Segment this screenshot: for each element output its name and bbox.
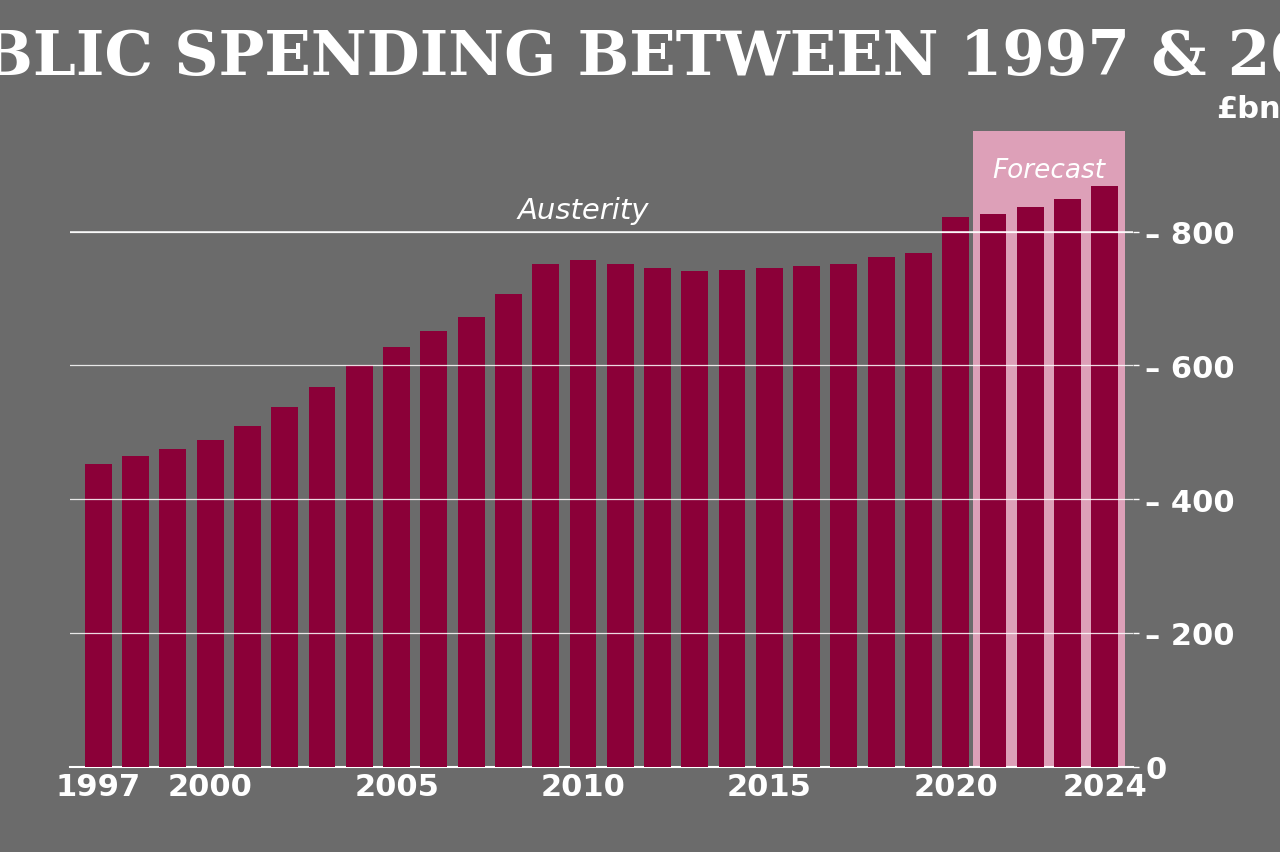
Bar — [570, 261, 596, 767]
Bar — [973, 132, 1125, 767]
Bar — [495, 295, 522, 767]
Bar — [1092, 187, 1119, 767]
Text: £bn: £bn — [1216, 95, 1280, 124]
Bar — [607, 264, 634, 767]
Bar — [383, 348, 410, 767]
Bar — [420, 331, 447, 767]
Bar — [756, 269, 783, 767]
Bar — [234, 426, 261, 767]
Bar — [1016, 208, 1043, 767]
Bar — [84, 464, 111, 767]
Bar — [868, 257, 895, 767]
Text: Austerity: Austerity — [517, 196, 649, 224]
Bar — [794, 267, 820, 767]
Text: Forecast: Forecast — [992, 158, 1106, 183]
Bar — [197, 440, 224, 767]
Bar — [644, 269, 671, 767]
Bar — [831, 264, 858, 767]
Bar — [160, 450, 187, 767]
Bar — [346, 366, 372, 767]
Bar — [308, 388, 335, 767]
Bar — [532, 265, 559, 767]
Bar — [942, 217, 969, 767]
Bar — [1055, 200, 1082, 767]
Bar — [979, 215, 1006, 767]
Bar — [905, 254, 932, 767]
Bar — [271, 408, 298, 767]
Text: PUBLIC SPENDING BETWEEN 1997 & 2024: PUBLIC SPENDING BETWEEN 1997 & 2024 — [0, 27, 1280, 88]
Bar — [458, 317, 485, 767]
Bar — [122, 457, 148, 767]
Bar — [718, 271, 745, 767]
Bar — [681, 272, 708, 767]
